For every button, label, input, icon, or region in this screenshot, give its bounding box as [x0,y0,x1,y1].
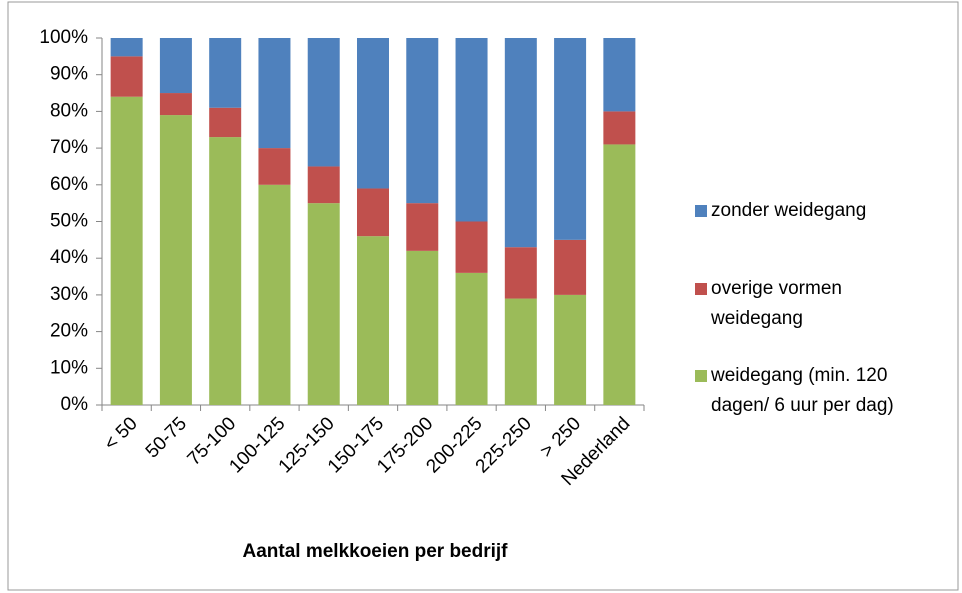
legend-item: weidegang (min. 120 dagen/ 6 uur per dag… [695,361,930,421]
legend-swatch [695,283,707,295]
legend-item: zonder weidegang [695,196,930,226]
bar-segment [209,137,242,405]
legend-swatch [695,205,707,217]
bar-segment [159,38,192,94]
bar-segment [110,96,143,405]
y-tick-label: 10% [50,357,88,378]
bar-segment [307,38,340,167]
bar-segment [159,115,192,405]
bar-segment [504,298,537,405]
bar-segment [307,203,340,405]
legend-item: overige vormen weidegang [695,274,930,334]
legend-label: zonder weidegang [711,200,867,221]
y-tick-label: 0% [61,394,89,415]
bar-segment [504,247,537,299]
bar-segment [504,38,537,248]
bar-segment [406,203,439,251]
x-tick-label: < 50 [100,413,141,454]
bar-segment [110,56,143,97]
chart-frame [7,1,959,591]
bar-segment [603,111,636,145]
bar-segment [554,294,587,405]
bar-segment [307,166,340,204]
y-tick-label: 70% [50,137,88,158]
y-tick-label: 80% [50,100,88,121]
bar-segment [603,144,636,405]
bar-segment [406,250,439,405]
legend-label: overige vormen weidegang [711,278,842,329]
bar-segment [209,38,242,108]
bar-segment [455,272,488,405]
bar-segment [406,38,439,204]
bar-segment [110,38,143,57]
bar-segment [209,107,242,138]
bar-segment [603,38,636,112]
bar-segment [258,184,291,405]
bar-segment [258,38,291,149]
bar-segment [554,38,587,240]
y-tick-label: 30% [50,284,88,305]
bar-segment [455,221,488,273]
y-tick-label: 100% [39,27,88,48]
legend-label: weidegang (min. 120 dagen/ 6 uur per dag… [711,365,894,416]
y-tick-label: 40% [50,247,88,268]
bar-segment [357,236,389,405]
bar-segment [258,148,291,185]
x-axis-title: Aantal melkkoeien per bedrijf [242,541,508,562]
bar-segment [455,38,488,222]
y-tick-label: 20% [50,321,88,342]
bar-segment [554,239,587,295]
y-tick-label: 50% [50,211,88,232]
y-tick-label: 90% [50,64,88,85]
bar-segment [159,93,192,116]
bar-segment [357,188,389,237]
bar-segment [357,38,389,189]
legend-swatch [695,370,707,382]
y-tick-label: 60% [50,174,88,195]
